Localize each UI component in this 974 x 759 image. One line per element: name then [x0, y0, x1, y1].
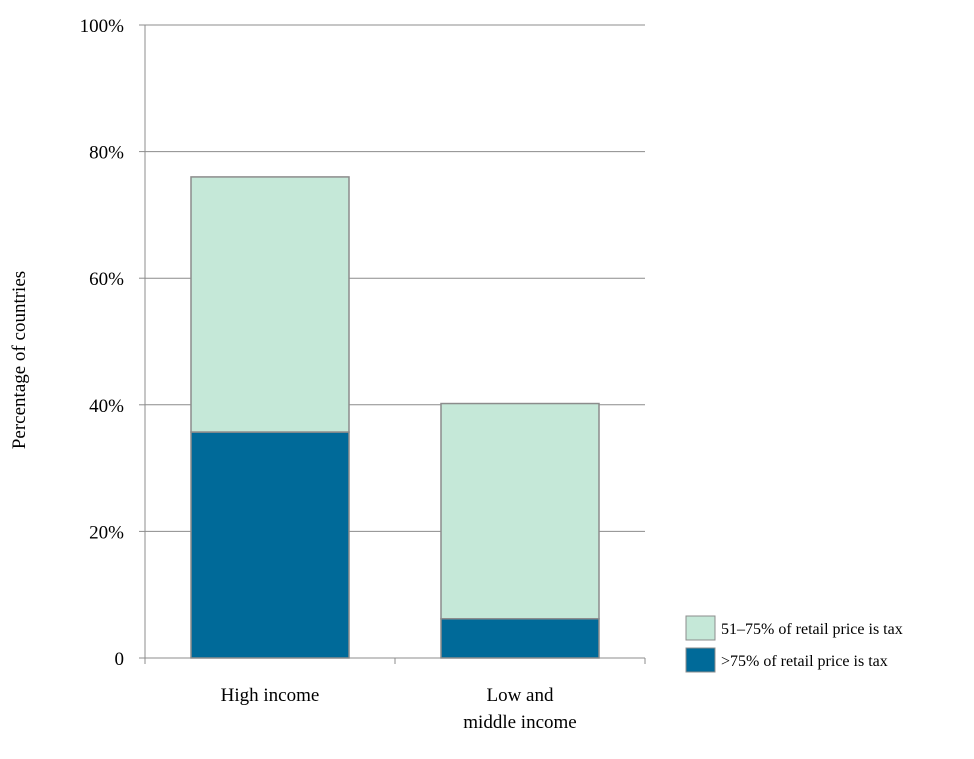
bar-segment — [440, 402, 600, 620]
y-tick-label: 80% — [89, 143, 124, 164]
axes — [139, 24, 646, 664]
legend-label: 51–75% of retail price is tax — [721, 621, 903, 638]
legend: 51–75% of retail price is tax >75% of ret… — [685, 615, 903, 673]
x-category-label: middle income — [463, 712, 576, 733]
y-tick-label: 20% — [89, 522, 124, 543]
y-tick-label: 40% — [89, 396, 124, 417]
y-tick-label: 100% — [80, 16, 125, 37]
legend-swatch — [685, 615, 716, 641]
legend-label: >75% of retail price is tax — [721, 653, 888, 670]
bars — [190, 176, 600, 659]
bar-segment — [440, 618, 600, 659]
y-axis-title: Percentage of countries — [9, 271, 30, 449]
x-category-labels: High income Low and middle income — [221, 685, 577, 733]
bar-segment — [190, 431, 350, 659]
legend-swatch — [685, 647, 716, 673]
x-category-label: High income — [221, 685, 320, 706]
y-tick-labels: 0 20% 40% 60% 80% 100% — [80, 16, 125, 670]
bar-segment — [190, 176, 350, 433]
x-category-label: Low and — [486, 685, 554, 706]
y-tick-label: 0 — [115, 649, 125, 670]
y-tick-label: 60% — [89, 269, 124, 290]
